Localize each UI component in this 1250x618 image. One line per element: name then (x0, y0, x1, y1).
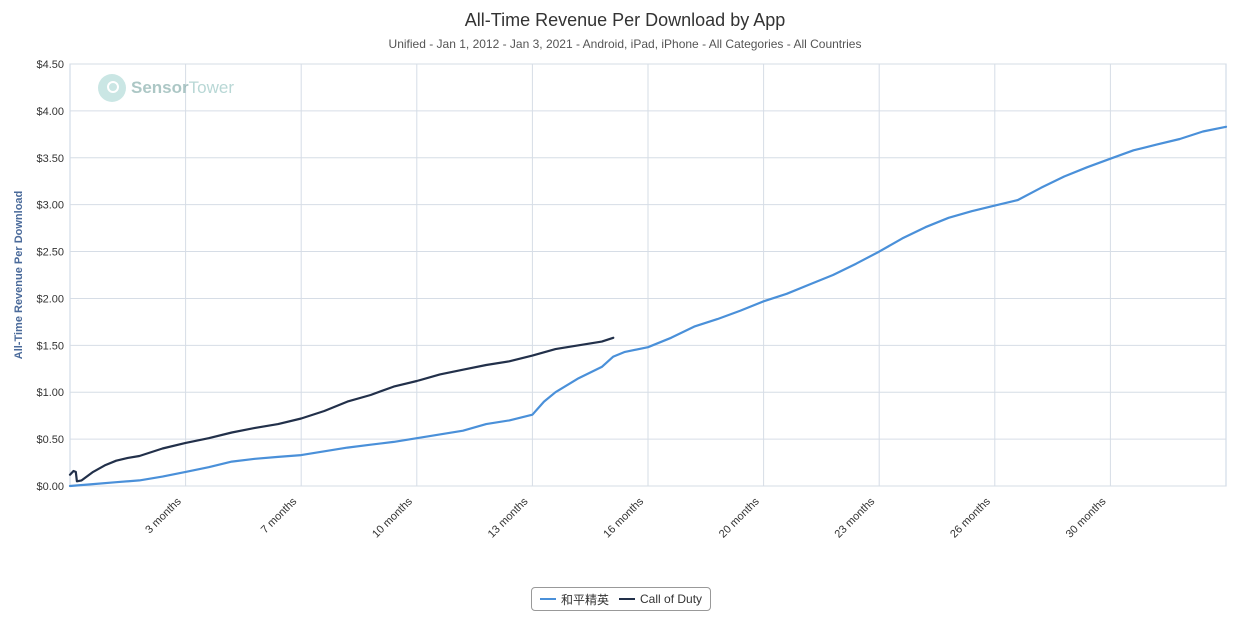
y-tick-label: $2.50 (36, 247, 64, 259)
x-tick-label: 13 months (486, 495, 531, 540)
y-tick-label: $3.00 (36, 200, 64, 212)
legend: 和平精英 Call of Duty (531, 587, 712, 611)
y-tick-label: $2.00 (36, 293, 64, 305)
x-tick-label: 30 months (1064, 495, 1109, 540)
watermark-text: SensorTower (131, 78, 234, 97)
x-tick-label: 23 months (833, 495, 878, 540)
legend-item-series-1[interactable]: 和平精英 (540, 591, 609, 608)
y-tick-label: $1.50 (36, 340, 64, 352)
y-tick-label: $4.50 (36, 59, 64, 71)
x-tick-label: 26 months (948, 495, 993, 540)
x-tick-label: 10 months (370, 495, 415, 540)
y-tick-label: $0.50 (36, 434, 64, 446)
y-tick-label: $3.50 (36, 153, 64, 165)
y-tick-label: $1.00 (36, 387, 64, 399)
y-tick-label: $0.00 (36, 481, 64, 493)
legend-swatch-series-1 (540, 598, 556, 600)
x-tick-label: 7 months (259, 495, 300, 536)
legend-swatch-series-2 (619, 598, 636, 600)
legend-label-series-2: Call of Duty (640, 592, 703, 606)
sensortower-logo-icon (98, 74, 126, 102)
series-line-1 (68, 125, 1228, 488)
sensortower-watermark: SensorTower (98, 74, 234, 102)
x-tick-label: 16 months (601, 495, 646, 540)
series-line-2 (68, 336, 615, 483)
y-tick-label: $4.00 (36, 106, 64, 118)
x-tick-label: 20 months (717, 495, 762, 540)
x-tick-label: 3 months (143, 495, 184, 536)
legend-label-series-1: 和平精英 (561, 592, 610, 607)
chart-title: All-Time Revenue Per Download by App (464, 10, 786, 30)
chart-subtitle: Unified - Jan 1, 2012 - Jan 3, 2021 - An… (388, 37, 862, 51)
legend-item-series-2[interactable]: Call of Duty (619, 592, 702, 606)
y-axis-label: All-Time Revenue Per Download (13, 191, 25, 360)
